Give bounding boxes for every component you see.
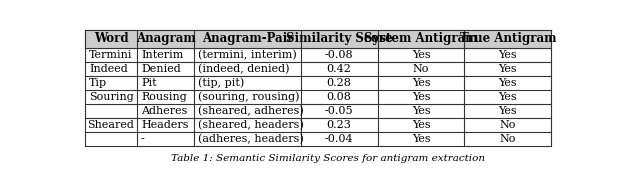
Text: Termini: Termini xyxy=(89,50,132,60)
Text: Yes: Yes xyxy=(499,78,517,88)
Text: No: No xyxy=(500,134,516,144)
Text: Yes: Yes xyxy=(412,106,430,116)
Text: (sheared, adheres): (sheared, adheres) xyxy=(198,106,304,116)
Text: Headers: Headers xyxy=(141,120,189,130)
Text: -: - xyxy=(141,134,145,144)
Text: Anagram-Pair: Anagram-Pair xyxy=(202,33,293,45)
Text: Yes: Yes xyxy=(412,120,430,130)
Text: No: No xyxy=(413,64,429,74)
Text: Yes: Yes xyxy=(499,106,517,116)
Text: System Antigram: System Antigram xyxy=(364,33,478,45)
Text: Indeed: Indeed xyxy=(89,64,127,74)
Text: Interim: Interim xyxy=(141,50,184,60)
Text: 0.42: 0.42 xyxy=(327,64,351,74)
Text: Table 1: Semantic Similarity Scores for antigram extraction: Table 1: Semantic Similarity Scores for … xyxy=(171,154,485,163)
Text: Yes: Yes xyxy=(499,50,517,60)
Text: No: No xyxy=(500,120,516,130)
Text: (sheared, headers): (sheared, headers) xyxy=(198,120,304,130)
Text: (tip, pit): (tip, pit) xyxy=(198,78,244,88)
Text: Similarity Score: Similarity Score xyxy=(286,33,392,45)
Text: (termini, interim): (termini, interim) xyxy=(198,50,297,60)
Text: (adheres, headers): (adheres, headers) xyxy=(198,134,304,144)
Text: Anagram: Anagram xyxy=(136,33,195,45)
Text: (indeed, denied): (indeed, denied) xyxy=(198,64,289,74)
Text: Sheared: Sheared xyxy=(88,120,134,130)
Text: Denied: Denied xyxy=(141,64,180,74)
Text: Rousing: Rousing xyxy=(141,92,187,102)
Text: 0.08: 0.08 xyxy=(327,92,351,102)
Text: Tip: Tip xyxy=(89,78,107,88)
Text: Yes: Yes xyxy=(412,134,430,144)
Text: Yes: Yes xyxy=(412,78,430,88)
Text: Yes: Yes xyxy=(499,92,517,102)
Text: Souring: Souring xyxy=(89,92,134,102)
Text: (souring, rousing): (souring, rousing) xyxy=(198,92,300,102)
Text: -0.08: -0.08 xyxy=(325,50,353,60)
Text: -0.05: -0.05 xyxy=(325,106,353,116)
Text: Yes: Yes xyxy=(412,50,430,60)
Text: Adheres: Adheres xyxy=(141,106,188,116)
Text: 0.23: 0.23 xyxy=(327,120,351,130)
Text: 0.28: 0.28 xyxy=(327,78,351,88)
Text: Pit: Pit xyxy=(141,78,157,88)
Text: True Antigram: True Antigram xyxy=(460,33,556,45)
Text: Yes: Yes xyxy=(412,92,430,102)
Text: Word: Word xyxy=(93,33,128,45)
Text: -0.04: -0.04 xyxy=(325,134,353,144)
Text: Yes: Yes xyxy=(499,64,517,74)
